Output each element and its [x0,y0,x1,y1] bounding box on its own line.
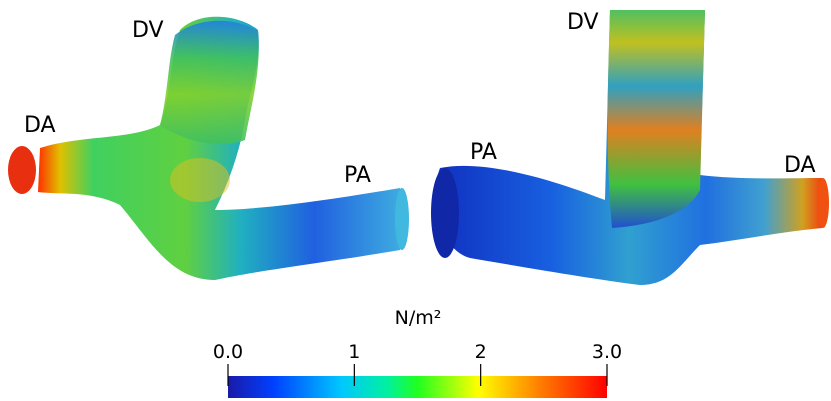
vessel-label: DV [132,18,164,43]
vessel-label: DA [24,113,56,138]
vessel-label: DA [784,153,816,178]
vessel-label: PA [344,163,371,188]
vessel-label: DV [567,10,599,35]
tick-label: 3.0 [592,341,622,363]
page: {"views": [ {"labels": ["DV", "DA", "PA"… [0,0,831,401]
vessel-label: PA [470,140,497,165]
tick-label: 2 [475,341,487,363]
colorbar-scale [228,376,607,398]
colorbar: N/m² 0.0 1 2 3.0 [213,307,622,398]
tick-label: 1 [348,341,360,363]
colorbar-title: N/m² [395,307,442,329]
left-vessel [8,17,409,280]
tick-label: 0.0 [213,341,243,363]
figure: DV DA PA DV PA DA N/m² 0.0 1 2 3.0 [0,0,831,401]
